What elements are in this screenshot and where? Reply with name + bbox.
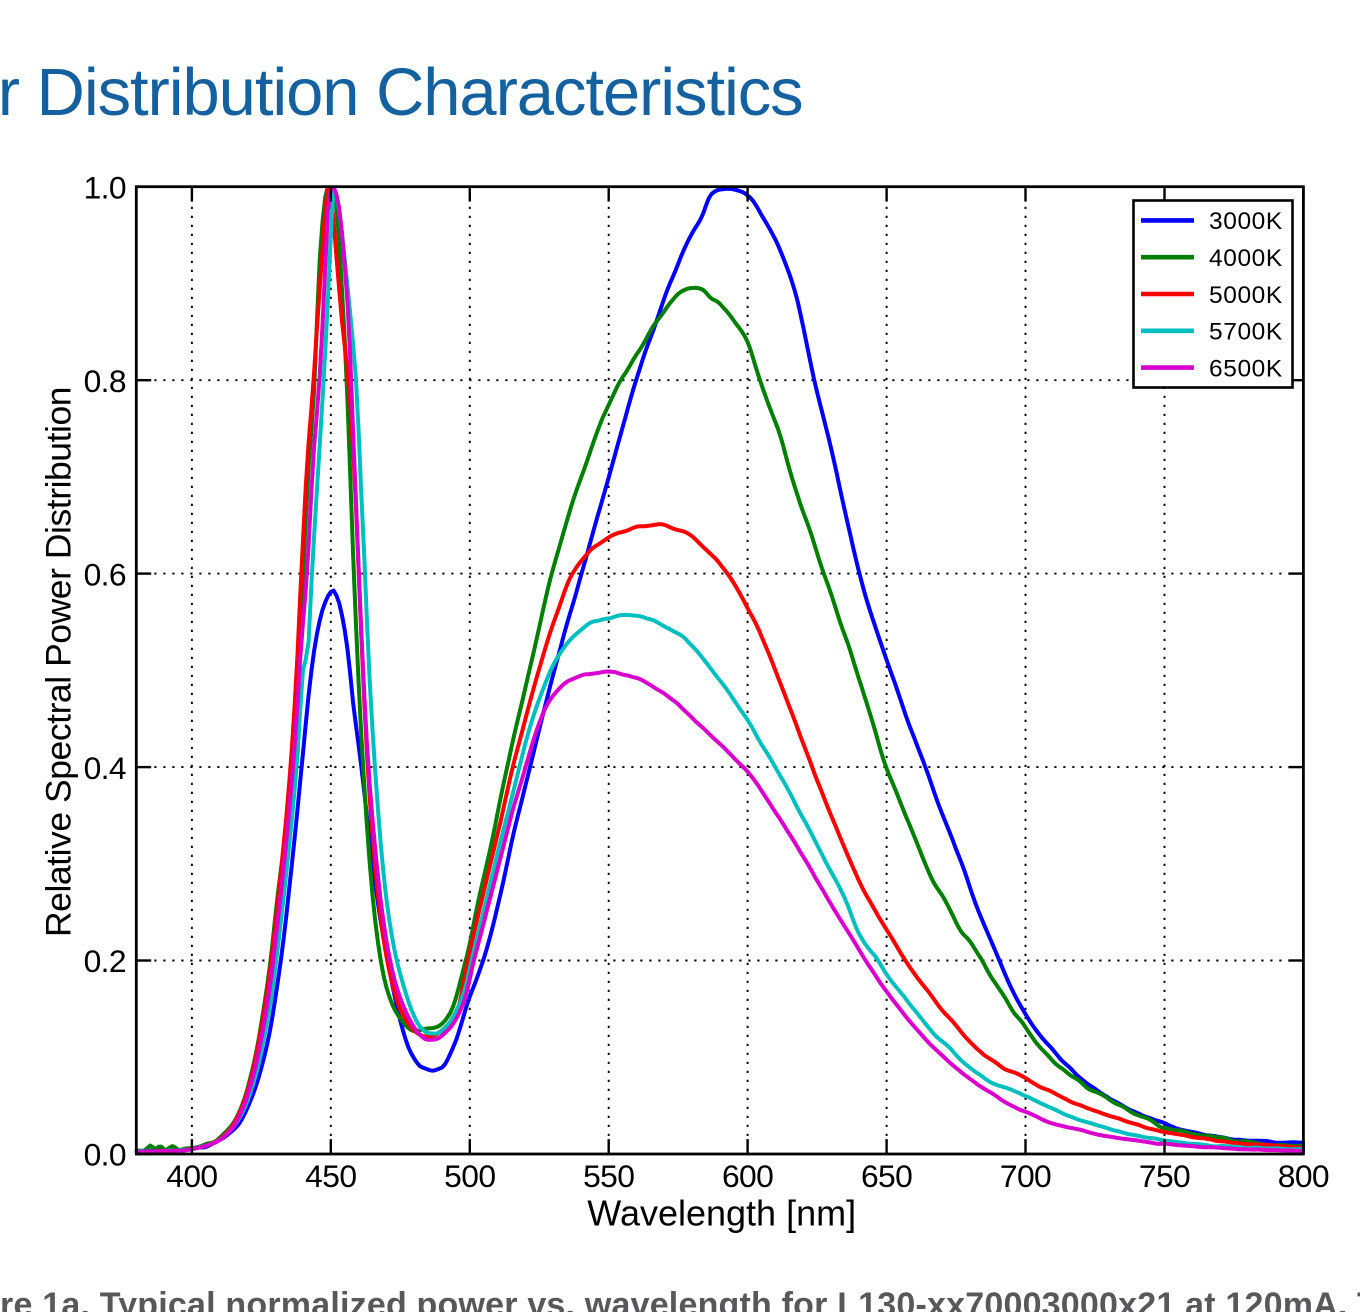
svg-text:1.0: 1.0 bbox=[84, 169, 126, 205]
svg-text:5000K: 5000K bbox=[1209, 282, 1283, 309]
svg-text:0.0: 0.0 bbox=[84, 1137, 126, 1173]
svg-text:400: 400 bbox=[166, 1158, 217, 1194]
svg-text:700: 700 bbox=[1000, 1158, 1051, 1194]
svg-text:500: 500 bbox=[444, 1158, 495, 1194]
svg-text:800: 800 bbox=[1278, 1158, 1329, 1194]
svg-text:600: 600 bbox=[722, 1158, 773, 1194]
svg-text:0.8: 0.8 bbox=[84, 363, 126, 399]
svg-text:4000K: 4000K bbox=[1209, 245, 1283, 272]
svg-text:0.2: 0.2 bbox=[84, 943, 126, 979]
svg-text:0.6: 0.6 bbox=[84, 556, 126, 592]
svg-text:5700K: 5700K bbox=[1209, 319, 1283, 346]
svg-text:750: 750 bbox=[1139, 1158, 1190, 1194]
svg-text:3000K: 3000K bbox=[1209, 208, 1283, 235]
svg-text:Relative Spectral Power Distri: Relative Spectral Power Distribution bbox=[39, 387, 79, 937]
svg-text:550: 550 bbox=[583, 1158, 634, 1194]
svg-text:Wavelength [nm]: Wavelength [nm] bbox=[587, 1192, 856, 1233]
svg-text:0.4: 0.4 bbox=[84, 750, 126, 786]
svg-text:6500K: 6500K bbox=[1209, 355, 1283, 382]
svg-text:650: 650 bbox=[861, 1158, 912, 1194]
svg-text:450: 450 bbox=[305, 1158, 356, 1194]
